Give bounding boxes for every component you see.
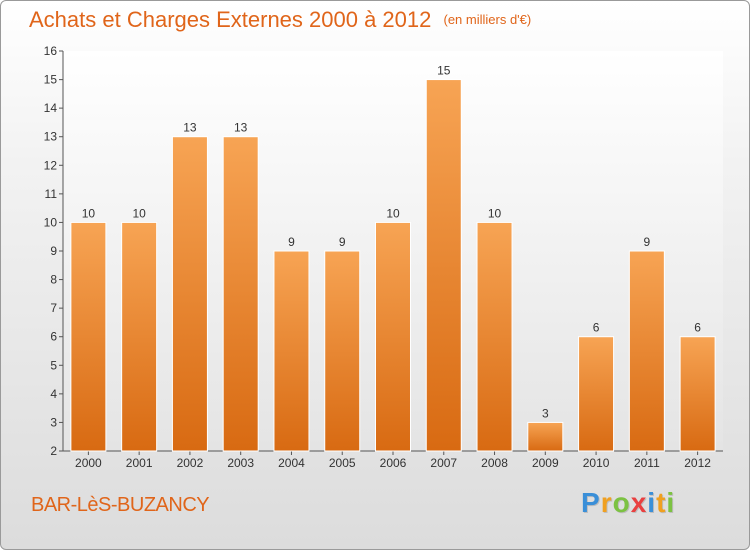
y-tick-label: 16	[44, 44, 58, 58]
data-label: 6	[593, 321, 600, 335]
y-tick-label: 7	[50, 301, 57, 315]
data-label: 10	[488, 206, 502, 220]
logo-letter: o	[612, 487, 631, 518]
bar	[425, 79, 462, 452]
title-text: Achats et Charges Externes 2000 à 2012	[29, 7, 432, 32]
x-tick-label: 2002	[177, 456, 204, 470]
bar	[121, 221, 158, 452]
y-tick-label: 9	[50, 244, 57, 258]
logo-letter: r	[600, 487, 613, 518]
bar	[679, 336, 716, 452]
bar	[324, 250, 361, 452]
x-tick-label: 2012	[684, 456, 711, 470]
logo-letter: i	[647, 487, 657, 518]
logo-letter: t	[656, 487, 667, 518]
data-label: 13	[183, 121, 197, 135]
y-tick-label: 4	[50, 387, 57, 401]
y-tick-label: 10	[44, 215, 58, 229]
data-label: 10	[386, 206, 400, 220]
y-tick-label: 2	[50, 444, 57, 458]
chart-title: Achats et Charges Externes 2000 à 2012 (…	[29, 7, 531, 33]
y-tick-label: 6	[50, 330, 57, 344]
logo-letter: x	[630, 487, 648, 518]
logo-letter: i	[666, 487, 676, 518]
y-tick-label: 12	[44, 158, 58, 172]
bar	[273, 250, 310, 452]
data-label: 6	[694, 321, 701, 335]
x-tick-label: 2003	[227, 456, 254, 470]
bar	[578, 336, 615, 452]
bar	[70, 221, 107, 452]
y-tick-label: 11	[45, 187, 58, 201]
x-tick-label: 2001	[126, 456, 153, 470]
proxiti-logo[interactable]: Proxiti	[581, 487, 675, 519]
y-tick-label: 5	[50, 358, 57, 372]
x-tick-label: 2006	[380, 456, 407, 470]
data-label: 15	[437, 64, 451, 78]
x-tick-label: 2008	[481, 456, 508, 470]
data-label: 10	[132, 206, 146, 220]
x-tick-label: 2005	[329, 456, 356, 470]
data-label: 10	[82, 206, 96, 220]
place-name: BAR-LèS-BUZANCY	[31, 494, 210, 516]
y-tick-label: 14	[44, 101, 58, 115]
logo-letter: P	[581, 487, 601, 518]
bar	[171, 136, 208, 452]
bar	[375, 221, 411, 452]
subtitle-text: (en milliers d'€)	[443, 12, 532, 27]
bar	[527, 421, 564, 452]
bar	[628, 250, 665, 452]
data-label: 9	[644, 235, 651, 249]
y-tick-label: 15	[44, 73, 58, 87]
x-tick-label: 2007	[430, 456, 457, 470]
bar	[476, 221, 513, 452]
y-tick-label: 8	[50, 273, 57, 287]
y-tick-label: 13	[44, 130, 58, 144]
x-tick-label: 2000	[75, 456, 102, 470]
data-label: 13	[234, 121, 248, 135]
x-tick-label: 2004	[278, 456, 305, 470]
y-tick-label: 3	[50, 415, 57, 429]
bar	[222, 136, 259, 452]
x-tick-label: 2011	[634, 456, 660, 470]
data-label: 3	[542, 406, 549, 420]
data-label: 9	[339, 235, 346, 249]
data-label: 9	[288, 235, 295, 249]
x-tick-label: 2010	[583, 456, 610, 470]
x-tick-label: 2009	[532, 456, 559, 470]
